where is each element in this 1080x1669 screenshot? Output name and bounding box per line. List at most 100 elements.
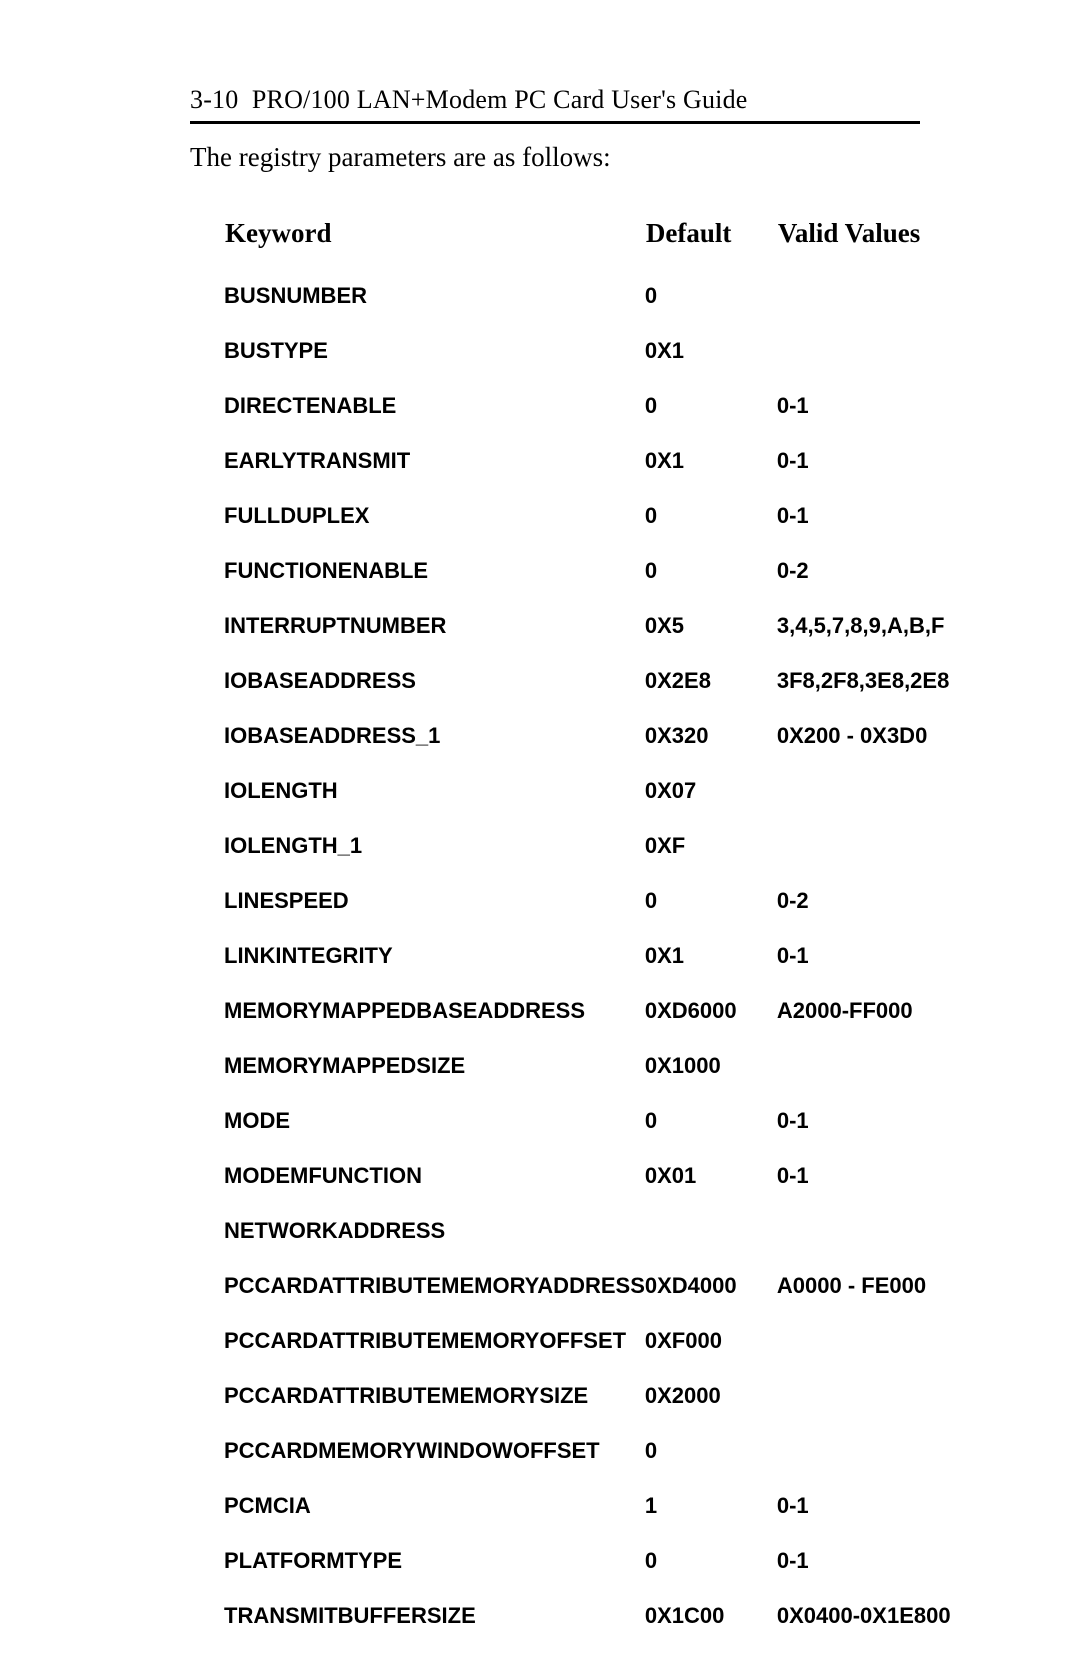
cell-valid-values (777, 1218, 954, 1273)
cell-keyword: FULLDUPLEX (224, 503, 645, 558)
cell-valid-values: 0-2 (777, 558, 954, 613)
cell-default: 0X07 (645, 778, 777, 833)
cell-default: 0X1C00 (645, 1603, 777, 1658)
cell-valid-values: 0X200 - 0X3D0 (777, 723, 954, 778)
table-row: EARLYTRANSMIT0X10-1 (224, 448, 954, 503)
cell-keyword: PCCARDATTRIBUTEMEMORYSIZE (224, 1383, 645, 1438)
table-row: TRANSMITBUFFERSIZE0X1C000X0400-0X1E800 (224, 1603, 954, 1658)
table-row: MODE00-1 (224, 1108, 954, 1163)
cell-default: 0X1 (645, 943, 777, 998)
table-row: IOBASEADDRESS_10X3200X200 - 0X3D0 (224, 723, 954, 778)
cell-keyword: IOBASEADDRESS (224, 668, 645, 723)
header-rule (190, 121, 920, 124)
table-row: LINKINTEGRITY0X10-1 (224, 943, 954, 998)
cell-valid-values (777, 1053, 954, 1108)
cell-keyword: BUSTYPE (224, 338, 645, 393)
cell-default: 0XF000 (645, 1328, 777, 1383)
cell-keyword: MODE (224, 1108, 645, 1163)
cell-keyword: IOLENGTH (224, 778, 645, 833)
cell-keyword: MEMORYMAPPEDBASEADDRESS (224, 998, 645, 1053)
cell-default: 0XF (645, 833, 777, 888)
cell-keyword: PCCARDMEMORYWINDOWOFFSET (224, 1438, 645, 1493)
cell-default: 0 (645, 503, 777, 558)
table-row: LINESPEED00-2 (224, 888, 954, 943)
table-row: PCCARDATTRIBUTEMEMORYADDRESS0XD4000A0000… (224, 1273, 954, 1328)
cell-valid-values: A0000 - FE000 (777, 1273, 954, 1328)
cell-valid-values (777, 338, 954, 393)
cell-keyword: EARLYTRANSMIT (224, 448, 645, 503)
cell-valid-values: 0-1 (777, 1493, 954, 1548)
cell-default: 0 (645, 1548, 777, 1603)
cell-default: 0X5 (645, 613, 777, 668)
cell-default: 0 (645, 283, 777, 338)
table-header-row: Keyword Default Valid Values (224, 217, 954, 283)
table-row: MODEMFUNCTION0X010-1 (224, 1163, 954, 1218)
page-header: 3-10 PRO/100 LAN+Modem PC Card User's Gu… (190, 85, 920, 115)
cell-valid-values: 0-1 (777, 393, 954, 448)
table-row: PCCARDMEMORYWINDOWOFFSET0 (224, 1438, 954, 1493)
table-row: FUNCTIONENABLE00-2 (224, 558, 954, 613)
cell-default: 0X320 (645, 723, 777, 778)
cell-valid-values: 0-1 (777, 503, 954, 558)
table-row: MEMORYMAPPEDBASEADDRESS0XD6000A2000-FF00… (224, 998, 954, 1053)
intro-text: The registry parameters are as follows: (190, 142, 920, 173)
cell-keyword: MEMORYMAPPEDSIZE (224, 1053, 645, 1108)
cell-default: 0XD4000 (645, 1273, 777, 1328)
cell-keyword: LINKINTEGRITY (224, 943, 645, 998)
cell-valid-values: 0-1 (777, 1163, 954, 1218)
cell-keyword: BUSNUMBER (224, 283, 645, 338)
cell-default: 0 (645, 888, 777, 943)
cell-valid-values: A2000-FF000 (777, 998, 954, 1053)
page-number: 3-10 (190, 85, 238, 114)
cell-default: 0X2E8 (645, 668, 777, 723)
cell-valid-values (777, 283, 954, 338)
table-body: BUSNUMBER0BUSTYPE0X1DIRECTENABLE00-1EARL… (224, 283, 954, 1658)
table-row: PCCARDATTRIBUTEMEMORYSIZE0X2000 (224, 1383, 954, 1438)
cell-default: 0 (645, 393, 777, 448)
table-row: DIRECTENABLE00-1 (224, 393, 954, 448)
cell-keyword: NETWORKADDRESS (224, 1218, 645, 1273)
table-row: BUSTYPE0X1 (224, 338, 954, 393)
cell-valid-values (777, 1383, 954, 1438)
cell-keyword: IOBASEADDRESS_1 (224, 723, 645, 778)
cell-keyword: FUNCTIONENABLE (224, 558, 645, 613)
cell-default: 0X2000 (645, 1383, 777, 1438)
cell-default: 0X1 (645, 448, 777, 503)
table-row: IOLENGTH0X07 (224, 778, 954, 833)
table-row: PCMCIA10-1 (224, 1493, 954, 1548)
cell-default: 0 (645, 1438, 777, 1493)
table-row: PLATFORMTYPE00-1 (224, 1548, 954, 1603)
cell-keyword: PCMCIA (224, 1493, 645, 1548)
cell-default (645, 1218, 777, 1273)
cell-default: 0X1000 (645, 1053, 777, 1108)
table-row: FULLDUPLEX00-1 (224, 503, 954, 558)
table-row: IOBASEADDRESS0X2E83F8,2F8,3E8,2E8 (224, 668, 954, 723)
cell-default: 0X01 (645, 1163, 777, 1218)
table-row: IOLENGTH_10XF (224, 833, 954, 888)
cell-valid-values: 3F8,2F8,3E8,2E8 (777, 668, 954, 723)
column-header-valid-values: Valid Values (777, 217, 954, 283)
cell-valid-values (777, 1328, 954, 1383)
cell-default: 1 (645, 1493, 777, 1548)
registry-parameters-table: Keyword Default Valid Values BUSNUMBER0B… (224, 217, 954, 1658)
cell-valid-values (777, 1438, 954, 1493)
column-header-default: Default (645, 217, 777, 283)
table-row: PCCARDATTRIBUTEMEMORYOFFSET0XF000 (224, 1328, 954, 1383)
cell-keyword: PLATFORMTYPE (224, 1548, 645, 1603)
cell-valid-values (777, 833, 954, 888)
table-row: BUSNUMBER0 (224, 283, 954, 338)
cell-default: 0X1 (645, 338, 777, 393)
cell-keyword: DIRECTENABLE (224, 393, 645, 448)
cell-keyword: LINESPEED (224, 888, 645, 943)
cell-valid-values: 3,4,5,7,8,9,A,B,F (777, 613, 954, 668)
table-row: INTERRUPTNUMBER0X53,4,5,7,8,9,A,B,F (224, 613, 954, 668)
cell-keyword: TRANSMITBUFFERSIZE (224, 1603, 645, 1658)
cell-default: 0 (645, 558, 777, 613)
cell-valid-values (777, 778, 954, 833)
cell-valid-values: 0-1 (777, 943, 954, 998)
column-header-keyword: Keyword (224, 217, 645, 283)
cell-valid-values: 0-2 (777, 888, 954, 943)
cell-keyword: IOLENGTH_1 (224, 833, 645, 888)
cell-keyword: PCCARDATTRIBUTEMEMORYADDRESS (224, 1273, 645, 1328)
cell-valid-values: 0-1 (777, 1548, 954, 1603)
